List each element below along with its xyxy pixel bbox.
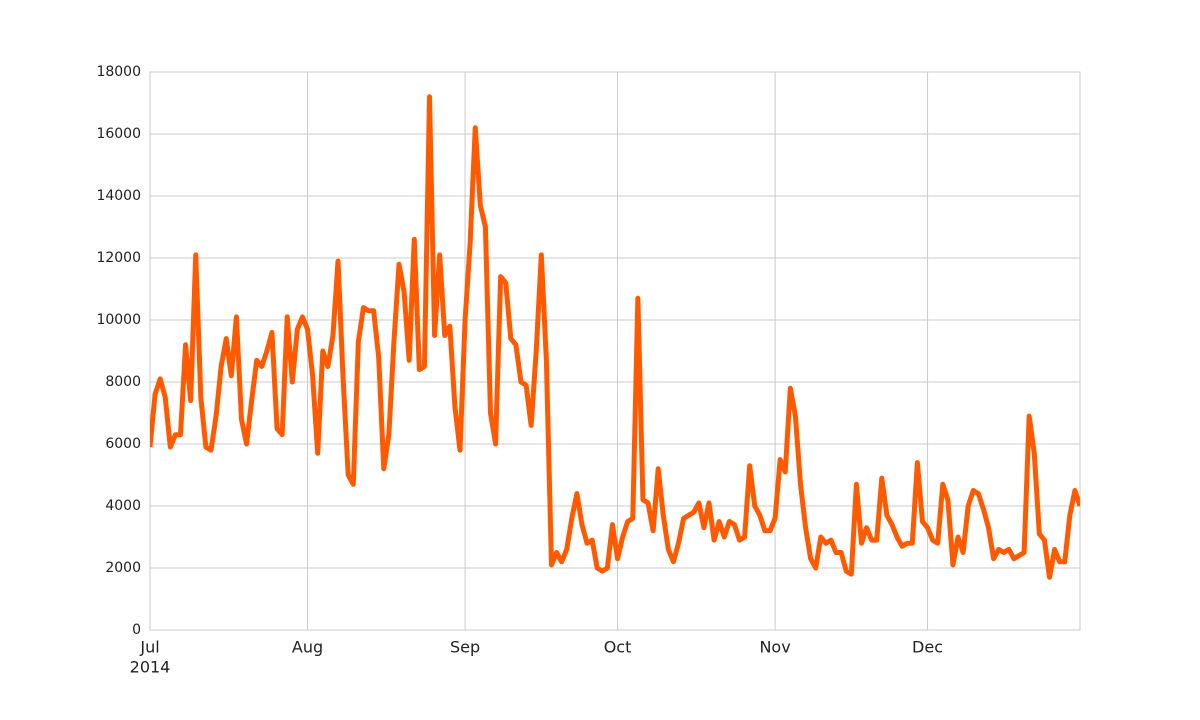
- y-tick-label: 0: [132, 622, 141, 638]
- y-tick-label: 2000: [105, 560, 141, 576]
- y-tick-label: 16000: [96, 126, 141, 142]
- y-tick-label: 18000: [96, 64, 141, 80]
- x-tick-label: Sep: [450, 638, 480, 657]
- data-line: [150, 94, 1080, 580]
- y-tick-label: 10000: [96, 312, 141, 328]
- x-tick-label: Dec: [912, 638, 943, 657]
- x-tick-label: Jul: [139, 638, 159, 657]
- y-tick-label: 14000: [96, 188, 141, 204]
- y-tick-label: 6000: [105, 436, 141, 452]
- x-tick-sublabel: 2014: [130, 658, 171, 677]
- y-tick-label: 12000: [96, 250, 141, 266]
- y-tick-label: 8000: [105, 374, 141, 390]
- x-tick-label: Oct: [604, 638, 632, 657]
- x-tick-label: Nov: [759, 638, 790, 657]
- y-tick-label: 4000: [105, 498, 141, 514]
- x-tick-label: Aug: [292, 638, 323, 657]
